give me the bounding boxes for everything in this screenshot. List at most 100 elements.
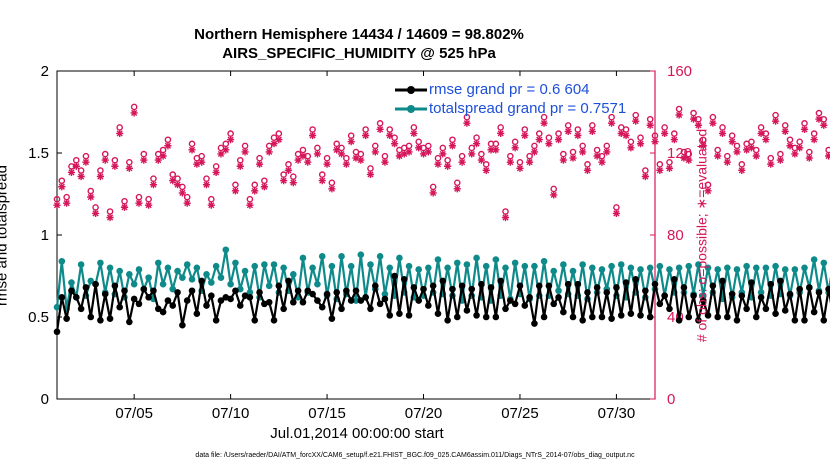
- rmse-point: [729, 291, 736, 298]
- obs-evaluated-point: [377, 126, 384, 133]
- obs-evaluated-point: [111, 163, 118, 170]
- rmse-point: [816, 289, 823, 296]
- obs-evaluated-point: [439, 150, 446, 157]
- obs-evaluated-point: [343, 161, 350, 168]
- totalspread-point: [203, 271, 210, 278]
- obs-evaluated-point: [458, 159, 465, 166]
- legend-label-rmse: rmse grand pr = 0.6 604: [429, 81, 590, 98]
- obs-possible-point: [320, 172, 325, 177]
- totalspread-point: [811, 256, 818, 263]
- obs-evaluated-point: [280, 177, 287, 184]
- rmse-point: [386, 312, 393, 319]
- y-tick-label-4: 2: [41, 63, 49, 80]
- obs-possible-point: [672, 131, 677, 136]
- obs-evaluated-point: [145, 202, 152, 209]
- obs-possible-point: [730, 133, 735, 138]
- obs-evaluated-point: [430, 189, 437, 196]
- obs-evaluated-point: [391, 140, 398, 147]
- obs-possible-point: [416, 139, 421, 144]
- rmse-point: [464, 307, 471, 314]
- obs-possible-point: [122, 199, 127, 204]
- plot-area-frame: [57, 71, 655, 399]
- rmse-point: [758, 294, 765, 301]
- obs-evaluated-point: [179, 189, 186, 196]
- obs-evaluated-point: [290, 179, 297, 186]
- obs-evaluated-point: [565, 128, 572, 135]
- obs-evaluated-point: [637, 140, 644, 147]
- rmse-point: [777, 278, 784, 285]
- totalspread-point: [464, 261, 471, 268]
- obs-evaluated-point: [574, 132, 581, 139]
- obs-evaluated-point: [237, 163, 244, 170]
- obs-evaluated-point: [613, 210, 620, 217]
- obs-evaluated-point: [261, 183, 268, 190]
- y-tick-label-2: 1: [41, 227, 49, 244]
- totalspread-point: [714, 266, 721, 273]
- obs-evaluated-point: [241, 148, 248, 155]
- data-file-caption: data file: /Users/raeder/DAI/ATM_forcXX/…: [0, 452, 830, 459]
- rmse-point: [801, 317, 808, 324]
- obs-evaluated-point: [811, 136, 818, 143]
- obs-possible-point: [758, 125, 763, 130]
- obs-evaluated-point: [714, 152, 721, 159]
- obs-evaluated-point: [825, 152, 830, 159]
- rmse-point: [459, 283, 466, 290]
- obs-possible-point: [566, 123, 571, 128]
- obs-evaluated-point: [425, 148, 432, 155]
- obs-evaluated-point: [82, 159, 89, 166]
- rmse-point: [468, 286, 475, 293]
- rmse-point: [584, 289, 591, 296]
- rmse-point: [497, 278, 504, 285]
- obs-evaluated-point: [410, 130, 417, 137]
- legend-swatch-totalspread: [393, 101, 429, 117]
- obs-evaluated-point: [512, 144, 519, 151]
- obs-possible-point: [136, 195, 141, 200]
- obs-evaluated-point: [815, 116, 822, 123]
- obs-evaluated-point: [275, 136, 282, 143]
- x-tick-label-3: 07/20: [405, 405, 443, 422]
- chart-subtitle: AIRS_SPECIFIC_HUMIDITY @ 525 hPa: [0, 45, 718, 62]
- obs-evaluated-point: [478, 157, 485, 164]
- obs-evaluated-point: [444, 163, 451, 170]
- obs-possible-point: [633, 113, 638, 118]
- obs-evaluated-point: [348, 138, 355, 145]
- rmse-point: [714, 314, 721, 321]
- obs-evaluated-point: [188, 146, 195, 153]
- rmse-point: [73, 294, 80, 301]
- rmse-point: [63, 315, 70, 322]
- totalspread-point: [300, 255, 307, 262]
- rmse-point: [141, 286, 148, 293]
- obs-evaluated-point: [719, 130, 726, 137]
- totalspread-point: [396, 255, 403, 262]
- rmse-point: [657, 301, 664, 308]
- obs-possible-point: [93, 205, 98, 210]
- obs-evaluated-point: [647, 122, 654, 129]
- totalspread-point: [251, 263, 258, 270]
- obs-evaluated-point: [473, 140, 480, 147]
- obs-evaluated-point: [603, 148, 610, 155]
- totalspread-point: [541, 258, 548, 265]
- obs-possible-point: [310, 127, 315, 132]
- obs-evaluated-point: [164, 142, 171, 149]
- obs-possible-point: [556, 131, 561, 136]
- obs-evaluated-point: [724, 159, 731, 166]
- x-tick-label-5: 07/30: [598, 405, 636, 422]
- obs-possible-point: [334, 141, 339, 146]
- obs-evaluated-point: [516, 165, 523, 172]
- rmse-point: [440, 278, 447, 285]
- obs-evaluated-point: [323, 161, 330, 168]
- obs-evaluated-point: [78, 173, 85, 180]
- rmse-point: [796, 286, 803, 293]
- rmse-point: [642, 287, 649, 294]
- rmse-point: [685, 314, 692, 321]
- obs-possible-point: [561, 152, 566, 157]
- obs-evaluated-point: [806, 154, 813, 161]
- rmse-point: [613, 284, 620, 291]
- totalspread-point: [743, 263, 750, 270]
- y2-tick-label-0: 0: [667, 391, 675, 408]
- rmse-point: [145, 294, 152, 301]
- totalspread-point: [165, 265, 172, 272]
- rmse-point: [213, 317, 220, 324]
- obs-evaluated-point: [314, 150, 321, 157]
- obs-possible-point: [262, 178, 267, 183]
